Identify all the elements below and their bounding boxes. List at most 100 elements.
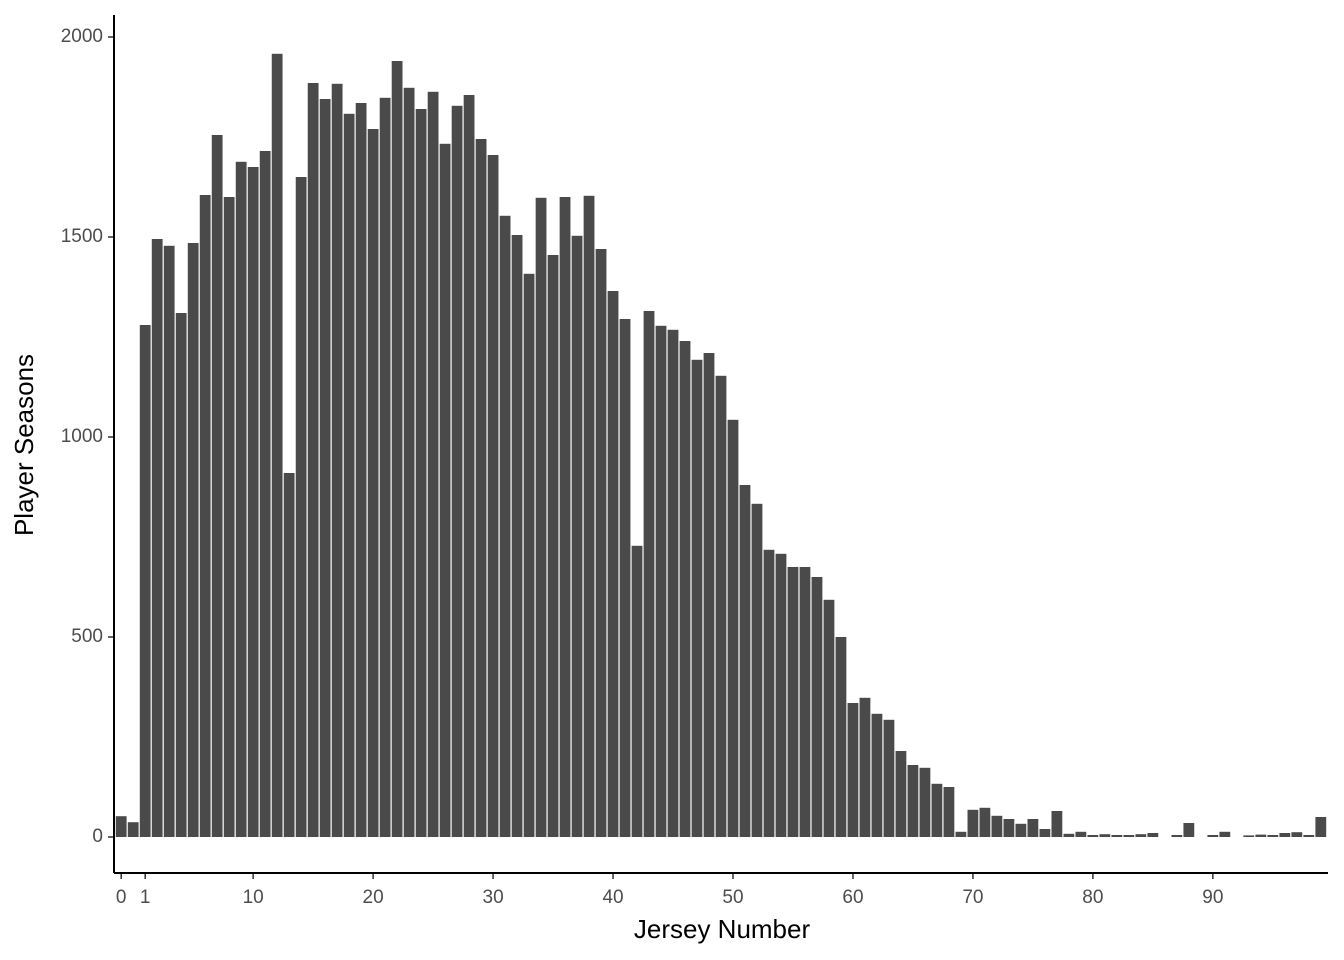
- bar: [199, 195, 211, 837]
- y-axis-title: Player Seasons: [9, 354, 39, 536]
- bar: [1243, 835, 1255, 837]
- bar: [451, 105, 463, 838]
- x-tick-label: 50: [722, 887, 743, 908]
- x-tick-label: 60: [842, 887, 863, 908]
- bar: [775, 553, 787, 837]
- bar: [1183, 823, 1195, 837]
- bar: [259, 151, 271, 837]
- x-tick-label: 30: [483, 887, 504, 908]
- bar: [343, 113, 355, 838]
- bar: [463, 95, 475, 837]
- bar: [247, 167, 259, 837]
- bar: [403, 87, 415, 838]
- bar: [547, 255, 559, 837]
- x-tick-label: 90: [1202, 887, 1223, 908]
- bar: [1303, 835, 1315, 837]
- bar: [763, 549, 775, 837]
- bar: [835, 637, 847, 837]
- bar: [799, 567, 811, 837]
- bar: [943, 787, 955, 837]
- bar: [643, 311, 655, 837]
- bar: [139, 325, 151, 837]
- bar: [427, 91, 439, 838]
- bar: [1267, 835, 1279, 837]
- bar: [379, 97, 391, 838]
- bar: [595, 249, 607, 837]
- bar: [1279, 833, 1291, 837]
- bar: [1135, 834, 1147, 837]
- bar: [319, 99, 331, 837]
- bar: [307, 83, 319, 837]
- bar: [751, 503, 763, 837]
- x-tick-label: 1: [140, 887, 151, 908]
- bar: [1291, 832, 1303, 837]
- x-tick-label: 20: [363, 887, 384, 908]
- bar: [907, 765, 919, 837]
- x-tick-label: 80: [1082, 887, 1103, 908]
- bar: [283, 473, 295, 837]
- bar: [571, 235, 583, 838]
- bar: [703, 353, 715, 837]
- bar: [367, 129, 379, 837]
- x-tick-label: 10: [243, 887, 264, 908]
- bar: [1123, 835, 1135, 837]
- bar: [1099, 834, 1111, 837]
- x-tick-label: 70: [962, 887, 983, 908]
- bar: [511, 235, 523, 837]
- bar: [535, 197, 547, 838]
- bar: [823, 599, 835, 837]
- bar: [1003, 819, 1015, 837]
- bar: [607, 291, 619, 837]
- bar: [115, 816, 127, 837]
- bar: [187, 243, 199, 837]
- bar: [667, 329, 679, 837]
- bar: [619, 319, 631, 837]
- bar: [415, 109, 427, 837]
- bar: [523, 273, 535, 837]
- bar: [691, 359, 703, 837]
- bar: [931, 783, 943, 837]
- bar: [1063, 833, 1075, 837]
- bar: [223, 197, 235, 837]
- x-axis-title: Jersey Number: [634, 914, 811, 944]
- x-tick-label: 0: [116, 887, 127, 908]
- bar: [1087, 835, 1099, 837]
- bar: [955, 831, 967, 837]
- bar: [1051, 811, 1063, 837]
- bar: [727, 419, 739, 837]
- bar: [439, 143, 451, 838]
- bar: [679, 341, 691, 837]
- bar: [787, 567, 799, 837]
- bar: [355, 103, 367, 837]
- bar: [739, 485, 751, 837]
- y-tick-label: 0: [92, 826, 103, 847]
- bar: [475, 139, 487, 837]
- bar: [1147, 833, 1159, 837]
- bar: [211, 135, 223, 837]
- bar: [1207, 835, 1219, 837]
- y-tick-label: 1000: [61, 426, 103, 447]
- bar: [871, 713, 883, 837]
- bar: [1171, 835, 1183, 837]
- bar: [127, 822, 139, 837]
- bar: [331, 83, 343, 838]
- bar: [559, 197, 571, 837]
- y-tick-label: 2000: [61, 26, 103, 47]
- bar: [847, 703, 859, 837]
- bar: [991, 815, 1003, 837]
- bar: [715, 375, 727, 837]
- bar: [859, 697, 871, 837]
- bar: [655, 325, 667, 837]
- bar: [295, 177, 307, 837]
- bar: [1219, 831, 1231, 837]
- bar: [235, 161, 247, 838]
- x-tick-label: 40: [602, 887, 623, 908]
- bar: [499, 215, 511, 838]
- y-tick-label: 500: [71, 626, 103, 647]
- bar: [919, 767, 931, 837]
- bar: [811, 577, 823, 837]
- bar: [391, 61, 403, 837]
- bar: [271, 53, 283, 838]
- bar: [1039, 829, 1051, 837]
